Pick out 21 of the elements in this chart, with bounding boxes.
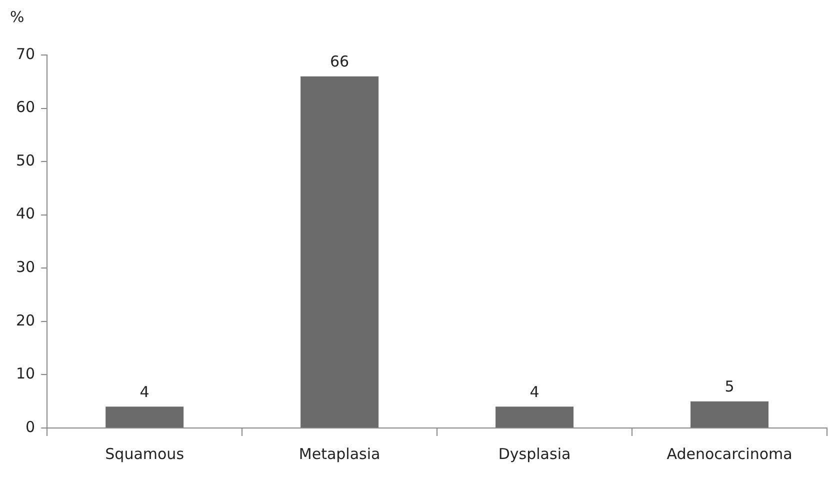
y-axis-title: % [10,8,24,26]
x-tick-label: Squamous [105,444,184,463]
data-label: 4 [530,383,540,402]
y-tick-label: 20 [16,311,36,330]
y-tick-label: 10 [16,364,36,383]
data-label: 5 [724,378,734,396]
data-label: 66 [330,52,350,71]
y-tick-label: 70 [16,44,36,63]
bar [496,406,574,428]
y-tick-label: 50 [16,151,36,170]
y-tick-label: 60 [16,98,36,116]
bar [106,406,184,428]
x-tick-label: Adenocarcinoma [666,444,792,463]
bar [300,76,379,428]
y-tick-label: 30 [16,258,36,276]
data-label: 4 [140,383,150,402]
bar [690,401,769,428]
x-tick-label: Metaplasia [298,444,380,463]
y-tick-label: 40 [16,204,36,223]
x-tick-label: Dysplasia [498,444,571,463]
y-tick-label: 0 [26,418,36,436]
